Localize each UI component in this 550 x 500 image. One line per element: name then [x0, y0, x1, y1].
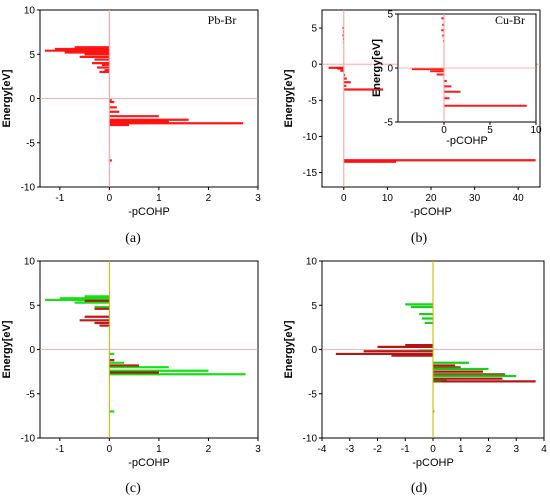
- chart-b-inset-xtick-label-2: 10: [530, 125, 542, 136]
- chart-b-annotation: Cu-Br: [495, 13, 525, 27]
- chart-d-xtick-label-5: 1: [458, 444, 464, 455]
- chart-a-yaxis-label: Energy[eV]: [1, 69, 13, 127]
- chart-b-xtick-label-0: 0: [341, 193, 347, 204]
- chart-a-ytick-label-1: -5: [26, 138, 35, 149]
- chart-b-xtick-label-1: 10: [382, 193, 394, 204]
- chart-c-ytick-label-4: 10: [24, 257, 36, 268]
- chart-b-panel-tag: (b): [411, 231, 428, 246]
- chart-d-xtick-label-1: -3: [345, 444, 354, 455]
- chart-c-xtick-label-4: 3: [255, 444, 261, 455]
- chart-d-ytick-label-4: 10: [306, 257, 318, 268]
- chart-a-ytick-label-3: 5: [29, 50, 35, 61]
- chart-b-inset-xaxis-label: -pCOHP: [446, 135, 488, 147]
- chart-d-xaxis-label: -pCOHP: [412, 457, 454, 469]
- chart-d-ytick-label-0: -10: [303, 434, 318, 445]
- chart-d-xtick-label-7: 3: [513, 444, 519, 455]
- chart-c-panel-tag: (c): [125, 481, 141, 496]
- chart-d-xtick-label-2: -2: [373, 444, 382, 455]
- chart-d-ytick-label-3: 5: [311, 301, 317, 312]
- chart-c-xtick-label-0: -1: [55, 444, 64, 455]
- chart-c-ytick-label-2: 0: [29, 345, 35, 356]
- chart-a-panel-tag: (a): [125, 231, 141, 246]
- chart-b-inset-xtick-label-1: 5: [487, 125, 493, 136]
- chart-b-inset-xtick-label-0: 0: [441, 125, 447, 136]
- chart-d-yaxis-label: Energy[eV]: [283, 320, 295, 378]
- chart-a-xaxis-label: -pCOHP: [128, 206, 170, 218]
- chart-c-ytick-label-1: -5: [26, 389, 35, 400]
- chart-a-xtick-label-0: -1: [55, 193, 64, 204]
- chart-a-ytick-label-2: 0: [29, 94, 35, 105]
- chart-c-xaxis-label: -pCOHP: [128, 457, 170, 469]
- chart-d-ytick-label-2: 0: [311, 345, 317, 356]
- chart-d-xtick-label-3: -1: [401, 444, 410, 455]
- chart-d-xtick-label-6: 2: [486, 444, 492, 455]
- chart-c-xtick-label-1: 0: [107, 444, 113, 455]
- chart-c-yaxis-label: Energy[eV]: [1, 320, 13, 378]
- chart-c-ytick-label-3: 5: [29, 301, 35, 312]
- chart-b-yaxis-label: Energy[eV]: [283, 69, 295, 127]
- chart-b-inset-ytick-label-1: 0: [387, 64, 393, 75]
- chart-b-ytick-label-2: -5: [308, 96, 317, 107]
- chart-a-xtick-label-2: 1: [156, 193, 162, 204]
- chart-a-xtick-label-1: 0: [107, 193, 113, 204]
- chart-a-annotation: Pb-Br: [208, 13, 237, 27]
- chart-b-inset-ytick-label-2: 5: [387, 10, 393, 21]
- chart-d-ytick-label-1: -5: [308, 389, 317, 400]
- chart-b-inset-yaxis-label: Energy[eV]: [371, 39, 383, 97]
- chart-a-ytick-label-4: 10: [24, 6, 36, 17]
- chart-d-xtick-label-4: 0: [430, 444, 436, 455]
- chart-b-inset-ytick-label-0: -5: [384, 118, 393, 129]
- chart-c-ytick-label-0: -10: [21, 434, 36, 445]
- chart-b-xtick-label-2: 20: [425, 193, 437, 204]
- chart-b-xtick-label-4: 40: [513, 193, 525, 204]
- chart-b-ytick-label-0: -15: [303, 168, 318, 179]
- chart-b-ytick-label-3: 0: [311, 60, 317, 71]
- chart-a-xtick-label-3: 2: [206, 193, 212, 204]
- chart-c-xtick-label-3: 2: [206, 444, 212, 455]
- chart-a-ytick-label-0: -10: [21, 183, 36, 194]
- chart-b-xtick-label-3: 30: [469, 193, 481, 204]
- chart-c-xtick-label-2: 1: [156, 444, 162, 455]
- chart-b-ytick-label-1: -10: [303, 132, 318, 143]
- chart-a-xtick-label-4: 3: [255, 193, 261, 204]
- chart-b-xaxis-label: -pCOHP: [410, 206, 452, 218]
- chart-b-ytick-label-4: 5: [311, 24, 317, 35]
- chart-d-panel-tag: (d): [411, 481, 428, 496]
- chart-d-xtick-label-0: -4: [318, 444, 327, 455]
- chart-d-xtick-label-8: 4: [541, 444, 547, 455]
